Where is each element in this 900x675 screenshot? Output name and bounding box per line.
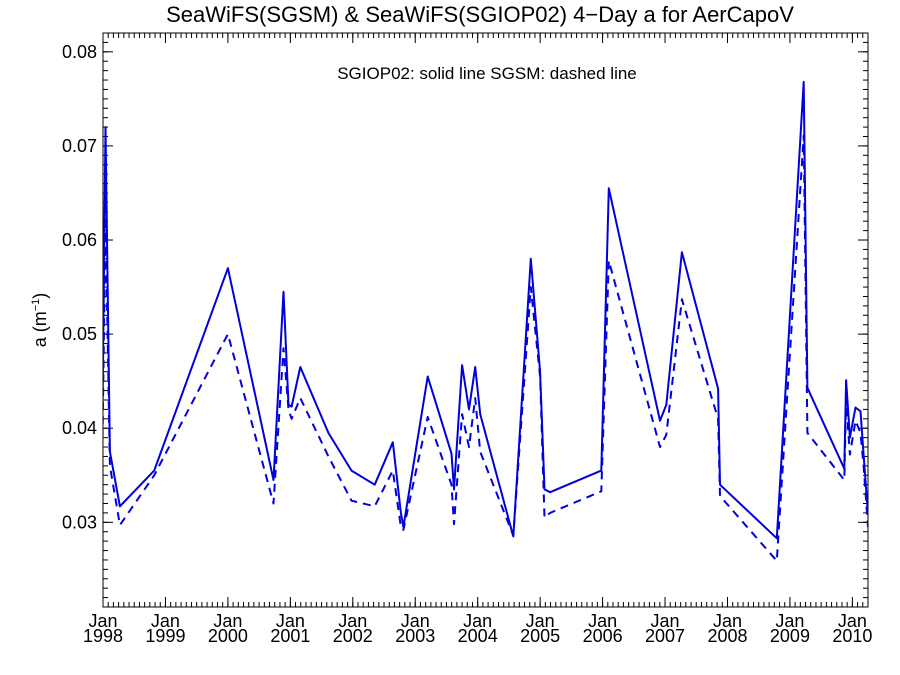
plot-frame <box>102 32 869 608</box>
y-tick-label: 0.03 <box>62 512 97 532</box>
x-tick-year-label: 2010 <box>832 626 872 646</box>
chart-title: SeaWiFS(SGSM) & SeaWiFS(SGIOP02) 4−Day a… <box>166 2 794 27</box>
x-tick-year-label: 2001 <box>270 626 310 646</box>
x-tick-year-label: 2004 <box>458 626 498 646</box>
y-tick-label: 0.07 <box>62 136 97 156</box>
x-tick-year-label: 2002 <box>333 626 373 646</box>
y-tick-label: 0.06 <box>62 230 97 250</box>
x-tick-month-label: Jan <box>651 611 680 631</box>
x-tick-month-label: Jan <box>713 611 742 631</box>
x-tick-month-label: Jan <box>88 611 117 631</box>
y-tick-label: 0.04 <box>62 418 97 438</box>
y-axis-label-close: ) <box>30 293 50 299</box>
x-tick-month-label: Jan <box>401 611 430 631</box>
x-tick-year-label: 2006 <box>583 626 623 646</box>
x-tick-month-label: Jan <box>338 611 367 631</box>
x-tick-month-label: Jan <box>276 611 305 631</box>
x-tick-year-label: 1999 <box>145 626 185 646</box>
x-tick-month-label: Jan <box>526 611 555 631</box>
x-tick-year-label: 2003 <box>395 626 435 646</box>
y-axis-label: a (m−1) <box>30 293 50 348</box>
x-tick-month-label: Jan <box>213 611 242 631</box>
x-tick-year-label: 2007 <box>645 626 685 646</box>
series-line-solid <box>103 80 868 540</box>
y-tick-label: 0.05 <box>62 324 97 344</box>
x-tick-month-label: Jan <box>151 611 180 631</box>
x-tick-month-label: Jan <box>775 611 804 631</box>
y-axis: 0.03 0.04 0.05 0.06 0.07 0.08 <box>62 32 868 608</box>
x-tick-year-label: 2000 <box>208 626 248 646</box>
x-tick-year-label: 2009 <box>770 626 810 646</box>
series-group <box>103 80 868 562</box>
x-axis: Jan1998Jan1999Jan2000Jan2001Jan2002Jan20… <box>83 33 872 646</box>
x-tick-year-label: 2005 <box>520 626 560 646</box>
x-tick-year-label: 2008 <box>707 626 747 646</box>
x-tick-month-label: Jan <box>588 611 617 631</box>
y-tick-label: 0.08 <box>62 42 97 62</box>
x-tick-month-label: Jan <box>463 611 492 631</box>
y-axis-label-main: a (m <box>30 311 50 347</box>
legend-annotation: SGIOP02: solid line SGSM: dashed line <box>337 64 637 83</box>
series-line-dashed <box>103 134 868 562</box>
x-tick-month-label: Jan <box>838 611 867 631</box>
y-axis-label-exponent: −1 <box>30 299 42 312</box>
x-tick-year-label: 1998 <box>83 626 123 646</box>
